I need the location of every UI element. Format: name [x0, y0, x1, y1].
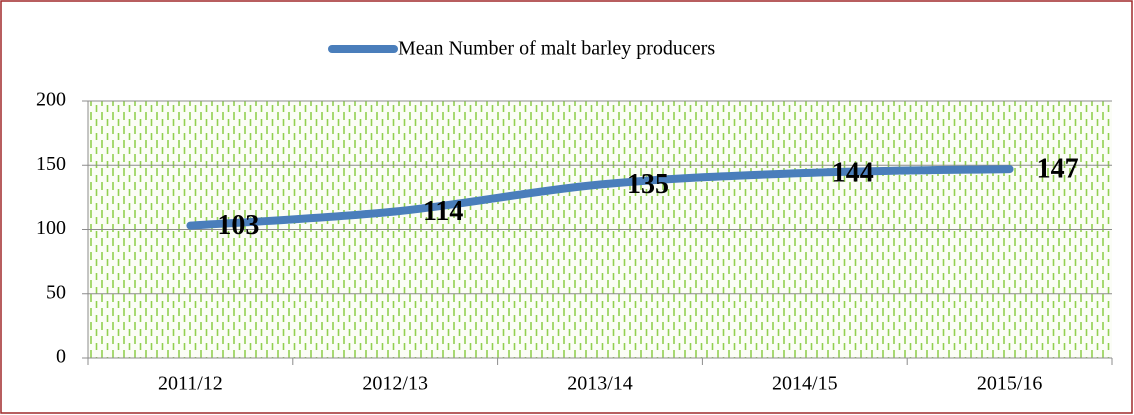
- y-tick-label: 50: [46, 281, 66, 303]
- x-tick-label: 2013/14: [567, 373, 633, 395]
- data-label: 144: [832, 157, 874, 188]
- x-tick-label: 2014/15: [772, 373, 838, 395]
- data-label: 103: [217, 210, 259, 241]
- data-label: 147: [1037, 154, 1079, 185]
- y-tick-label: 0: [56, 346, 66, 368]
- data-label: 114: [423, 196, 463, 227]
- y-tick-label: 150: [36, 153, 66, 175]
- data-line: [186, 165, 1014, 230]
- data-label: 135: [627, 169, 669, 200]
- y-tick-label: 200: [36, 89, 66, 111]
- legend-label: Mean Number of malt barley producers: [398, 38, 715, 60]
- x-tick-label: 2015/16: [977, 373, 1043, 395]
- x-tick-label: 2011/12: [158, 373, 223, 395]
- y-tick-label: 100: [36, 217, 66, 239]
- x-tick-label: 2012/13: [362, 373, 428, 395]
